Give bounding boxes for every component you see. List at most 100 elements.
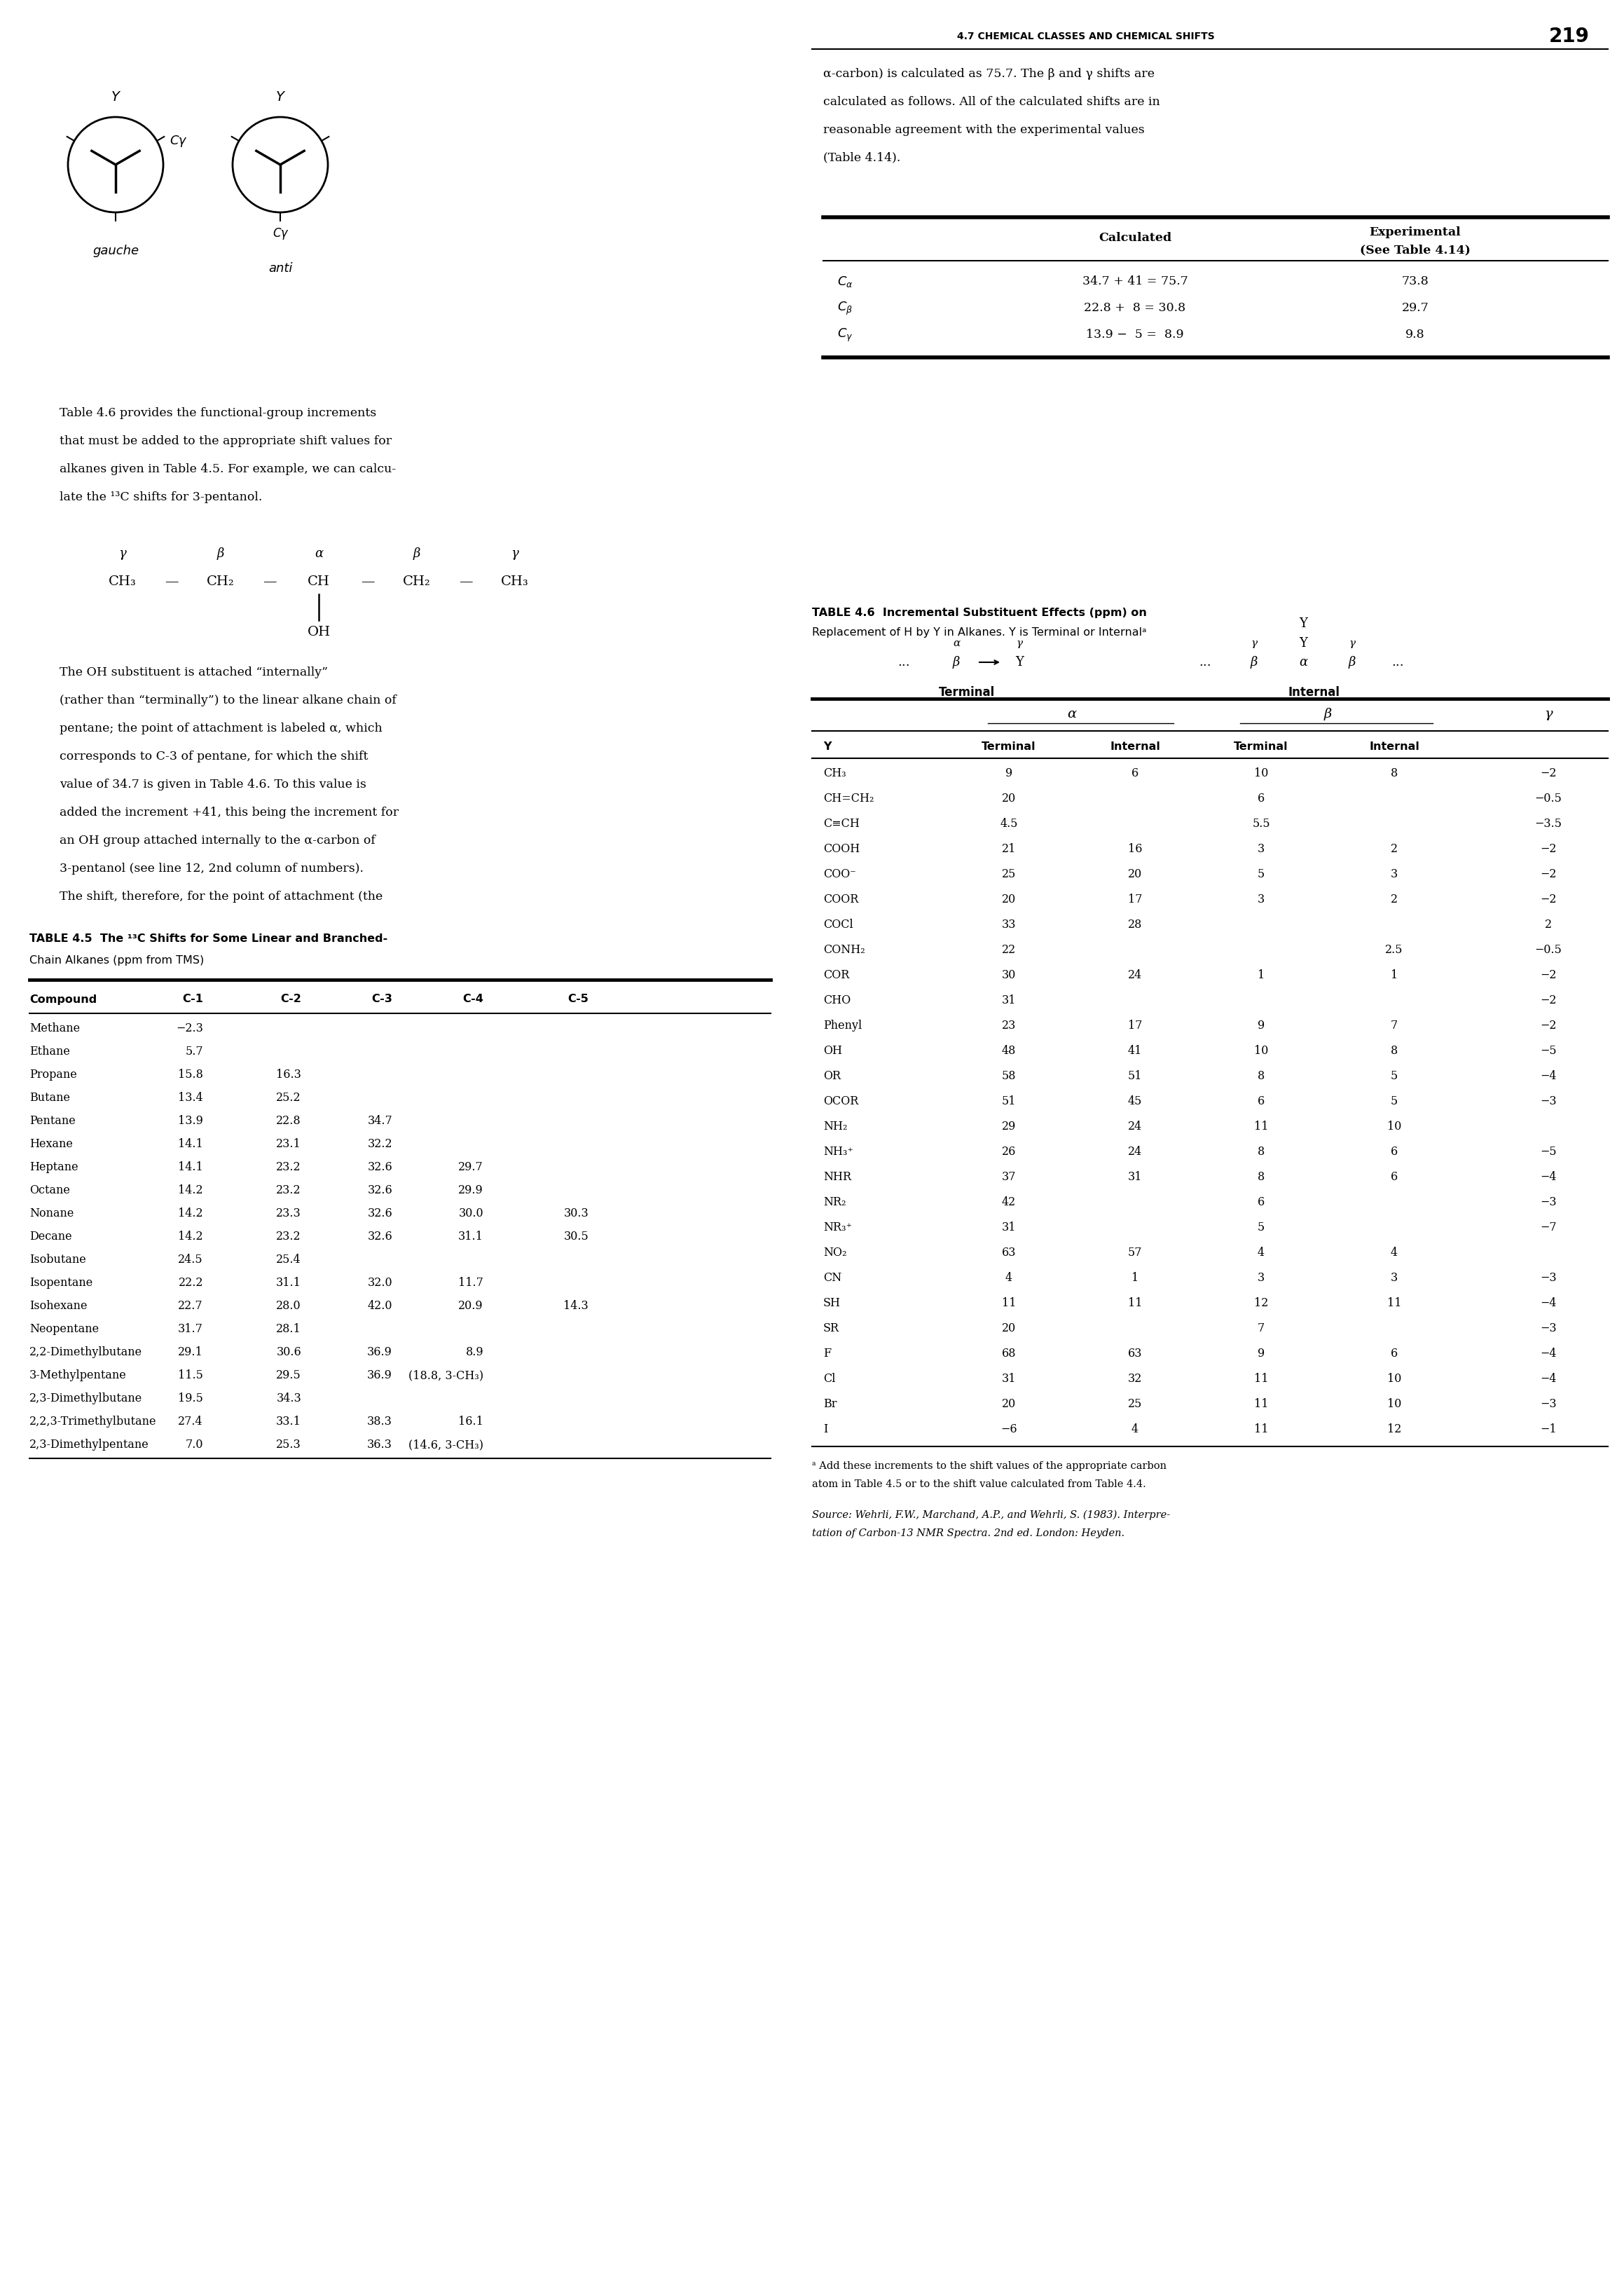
Text: −3: −3 [1540,1397,1557,1411]
Text: 68: 68 [1002,1347,1017,1359]
Text: CONH₂: CONH₂ [823,945,866,957]
Text: −2: −2 [1540,1020,1556,1031]
Text: 22.8 +  8 = 30.8: 22.8 + 8 = 30.8 [1085,302,1186,314]
Text: 15.8: 15.8 [179,1068,203,1081]
Text: −4: −4 [1540,1070,1556,1081]
Text: atom in Table 4.5 or to the shift value calculated from Table 4.4.: atom in Table 4.5 or to the shift value … [812,1479,1147,1488]
Text: (Table 4.14).: (Table 4.14). [823,152,901,164]
Text: 23.2: 23.2 [276,1184,302,1197]
Text: NH₂: NH₂ [823,1120,848,1131]
Text: 14.2: 14.2 [179,1231,203,1243]
Text: 57: 57 [1127,1247,1142,1259]
Text: CH₂: CH₂ [403,575,430,588]
Text: −2: −2 [1540,843,1556,854]
Text: 31.1: 31.1 [458,1231,484,1243]
Text: 8: 8 [1390,1045,1398,1056]
Text: 31: 31 [1002,1222,1017,1234]
Text: −3: −3 [1540,1197,1557,1209]
Text: 23.2: 23.2 [276,1231,302,1243]
Text: Cγ: Cγ [169,134,185,148]
Text: Y: Y [823,741,831,752]
Text: −6: −6 [1000,1422,1017,1436]
Text: —: — [164,575,179,588]
Text: Replacement of H by Y in Alkanes. Y is Terminal or Internalᵃ: Replacement of H by Y in Alkanes. Y is T… [812,627,1147,638]
Text: Y: Y [276,91,284,105]
Text: Table 4.6 provides the functional-group increments: Table 4.6 provides the functional-group … [60,407,377,420]
Text: 16.3: 16.3 [276,1068,302,1081]
Text: 16.1: 16.1 [458,1415,484,1427]
Text: 25: 25 [1002,868,1017,879]
Text: 22.2: 22.2 [179,1277,203,1288]
Text: 13.4: 13.4 [179,1093,203,1104]
Text: 28.1: 28.1 [276,1322,302,1336]
Text: 29.5: 29.5 [276,1370,302,1381]
Text: Experimental: Experimental [1369,227,1462,239]
Text: Pentane: Pentane [29,1116,75,1127]
Text: NR₃⁺: NR₃⁺ [823,1222,853,1234]
Text: 2,2-Dimethylbutane: 2,2-Dimethylbutane [29,1347,143,1359]
Text: C-1: C-1 [182,995,203,1004]
Text: ...: ... [1199,657,1212,668]
Text: Y: Y [1299,636,1307,650]
Text: 3-Methylpentane: 3-Methylpentane [29,1370,127,1381]
Text: Chain Alkanes (ppm from TMS): Chain Alkanes (ppm from TMS) [29,954,205,966]
Text: 32.6: 32.6 [367,1161,393,1172]
Text: ᵃ Add these increments to the shift values of the appropriate carbon: ᵃ Add these increments to the shift valu… [812,1461,1166,1470]
Text: Terminal: Terminal [1234,741,1288,752]
Text: Neopentane: Neopentane [29,1322,99,1336]
Text: —: — [460,575,473,588]
Text: 20: 20 [1002,793,1017,804]
Text: 5: 5 [1390,1070,1398,1081]
Text: 17: 17 [1127,893,1142,907]
Text: C-5: C-5 [567,995,588,1004]
Text: 4: 4 [1390,1247,1398,1259]
Text: Y: Y [112,91,120,105]
Text: C-2: C-2 [281,995,302,1004]
Text: Isopentane: Isopentane [29,1277,93,1288]
Text: −3: −3 [1540,1095,1557,1106]
Text: 25.4: 25.4 [276,1254,302,1266]
Text: 21: 21 [1002,843,1017,854]
Text: 25: 25 [1127,1397,1142,1411]
Text: 14.1: 14.1 [179,1161,203,1172]
Text: Internal: Internal [1369,741,1419,752]
Text: −4: −4 [1540,1297,1556,1309]
Text: 31.7: 31.7 [179,1322,203,1336]
Text: β: β [218,548,224,559]
Text: $C_{\beta}$: $C_{\beta}$ [838,300,853,316]
Text: Y: Y [1015,657,1023,668]
Text: 219: 219 [1549,27,1590,45]
Text: 8: 8 [1390,768,1398,779]
Text: (rather than “terminally”) to the linear alkane chain of: (rather than “terminally”) to the linear… [60,695,396,707]
Text: 12: 12 [1254,1297,1268,1309]
Text: 22.7: 22.7 [179,1300,203,1311]
Text: −2: −2 [1540,768,1556,779]
Text: 4: 4 [1005,1272,1012,1284]
Text: 9: 9 [1257,1020,1265,1031]
Text: 29.7: 29.7 [1402,302,1429,314]
Text: OCOR: OCOR [823,1095,859,1106]
Text: −5: −5 [1540,1145,1557,1159]
Text: −2: −2 [1540,970,1556,982]
Text: 48: 48 [1002,1045,1017,1056]
Text: 38.3: 38.3 [367,1415,393,1427]
Text: C-3: C-3 [372,995,393,1004]
Text: TABLE 4.5  The ¹³C Shifts for Some Linear and Branched-: TABLE 4.5 The ¹³C Shifts for Some Linear… [29,934,388,945]
Text: 2.5: 2.5 [1385,945,1403,957]
Text: α: α [315,548,323,559]
Text: value of 34.7 is given in Table 4.6. To this value is: value of 34.7 is given in Table 4.6. To … [60,779,367,791]
Text: 26: 26 [1002,1145,1017,1159]
Text: 4.5: 4.5 [1000,818,1018,829]
Text: corresponds to C-3 of pentane, for which the shift: corresponds to C-3 of pentane, for which… [60,752,369,763]
Text: Ethane: Ethane [29,1045,70,1056]
Text: 2,3-Dimethylpentane: 2,3-Dimethylpentane [29,1438,149,1450]
Text: 36.3: 36.3 [367,1438,393,1450]
Text: β: β [1250,657,1257,668]
Text: 8: 8 [1257,1145,1265,1159]
Text: Terminal: Terminal [981,741,1036,752]
Text: COR: COR [823,970,849,982]
Text: 25.3: 25.3 [276,1438,302,1450]
Text: −2: −2 [1540,893,1556,907]
Text: 4: 4 [1257,1247,1265,1259]
Text: 1: 1 [1390,970,1398,982]
